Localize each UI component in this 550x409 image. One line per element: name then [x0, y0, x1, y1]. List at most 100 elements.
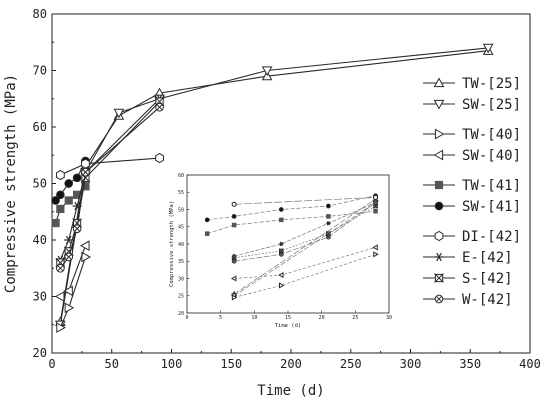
inset-y-axis-title: Compressive strength (MPa): [169, 201, 175, 287]
legend-marker: [433, 77, 445, 88]
inset-data-point: [326, 234, 331, 240]
inset-y-tick-label: 35: [178, 259, 184, 265]
inset-data-point: [372, 244, 378, 251]
legend-label: SW-[40]: [462, 148, 521, 164]
x-tick-label: 400: [519, 357, 541, 371]
legend-label: TW-[41]: [462, 178, 521, 194]
inset-data-point: [326, 214, 331, 219]
inset-data-point: [373, 194, 378, 201]
legend-marker: [433, 99, 445, 110]
y-tick-label: 50: [33, 177, 47, 191]
data-point: [79, 240, 90, 251]
data-point: [72, 201, 82, 211]
inset-y-tick-label: 25: [178, 294, 184, 300]
inset-series-line: [234, 202, 376, 262]
inset-x-tick-label: 15: [285, 315, 291, 321]
legend-item: SW-[41]: [423, 199, 521, 215]
inset-y-tick-label: 40: [178, 242, 184, 248]
data-point: [56, 322, 66, 333]
inset-x-tick-label: 30: [386, 315, 392, 321]
x-tick-label: 100: [161, 357, 183, 371]
inset-series: [231, 194, 378, 208]
series-tw-41: [51, 182, 90, 228]
inset-data-point: [326, 221, 331, 226]
inset-series-line: [233, 202, 376, 297]
series-line: [59, 101, 160, 263]
data-point: [64, 252, 74, 262]
inset-series-line: [234, 197, 376, 205]
series-s-42: [55, 96, 165, 268]
legend-item: TW-[40]: [423, 127, 521, 143]
data-point: [155, 102, 164, 112]
data-point: [81, 158, 90, 169]
inset-data-point: [279, 217, 284, 223]
data-point: [55, 169, 65, 181]
legend-marker: [434, 230, 444, 242]
inset-y-tick-label: 30: [178, 276, 184, 282]
data-point: [56, 204, 65, 214]
inset-series-line: [234, 202, 376, 257]
y-tick-label: 70: [33, 64, 47, 78]
series-tw-40: [56, 251, 91, 333]
inset-data-point: [204, 217, 210, 223]
series-sw-40: [54, 240, 90, 302]
data-point: [81, 251, 91, 263]
x-tick-label: 150: [220, 357, 242, 371]
data-point: [64, 196, 73, 205]
inset-data-point: [373, 251, 379, 258]
legend-marker: [434, 252, 444, 262]
legend-item: DI-[42]: [423, 229, 521, 245]
inset-x-tick-label: 20: [319, 315, 325, 321]
legend-label: DI-[42]: [462, 229, 521, 245]
legend-marker: [434, 294, 444, 304]
legend-item: TW-[25]: [423, 76, 521, 92]
inset-data-point: [373, 200, 378, 205]
x-axis: 0 50 100 150 200 250 300 350 400: [48, 349, 541, 371]
legend-item: SW-[25]: [423, 97, 521, 113]
inset-data-point: [231, 258, 237, 264]
legend-item: TW-[41]: [423, 178, 521, 194]
legend-label: S-[42]: [462, 271, 513, 287]
y-tick-label: 40: [33, 233, 47, 247]
x-tick-label: 350: [459, 357, 481, 371]
legend-label: TW-[25]: [462, 76, 521, 92]
x-tick-label: 250: [340, 357, 362, 371]
legend-label: TW-[40]: [462, 127, 521, 143]
inset-data-point: [278, 272, 284, 279]
inset-data-point: [373, 208, 378, 214]
legend-label: E-[42]: [462, 250, 513, 266]
data-point: [72, 224, 82, 234]
data-point: [51, 218, 60, 228]
data-point: [51, 196, 60, 205]
inset-y-tick-label: 20: [178, 311, 184, 317]
data-point: [261, 66, 273, 77]
inset-data-point: [231, 214, 237, 219]
data-point: [113, 108, 125, 119]
inset-chart: 0 5 10 15 20 25 30 20 25 30 35 40 45 50 55 60 Time (d) Co…: [165, 165, 399, 333]
y-tick-label: 80: [33, 7, 47, 21]
inset-data-point: [279, 282, 285, 289]
series-line: [59, 50, 489, 323]
inset-x-tick-label: 0: [185, 315, 188, 321]
inset-series-line: [234, 254, 376, 298]
data-point: [482, 43, 494, 54]
y-tick-label: 60: [33, 120, 47, 134]
series-line: [60, 157, 160, 176]
inset-data-point: [279, 241, 284, 247]
inset-data-point: [278, 251, 284, 257]
data-point: [54, 291, 65, 302]
y-axis-title: Compressive strength (MPa): [3, 74, 19, 293]
legend-item: E-[42]: [423, 250, 513, 266]
inset-series: [230, 244, 378, 282]
legend-item: W-[42]: [423, 292, 513, 308]
inset-data-point: [231, 222, 237, 228]
inset-series: [231, 251, 379, 301]
series-line: [59, 106, 160, 269]
legend-item: S-[42]: [423, 271, 513, 287]
data-point: [155, 152, 164, 164]
inset-y-tick-label: 45: [178, 225, 184, 231]
data-point: [64, 179, 74, 188]
legend-marker: [433, 149, 444, 161]
y-tick-label: 20: [33, 346, 47, 360]
y-tick-label: 30: [33, 290, 47, 304]
